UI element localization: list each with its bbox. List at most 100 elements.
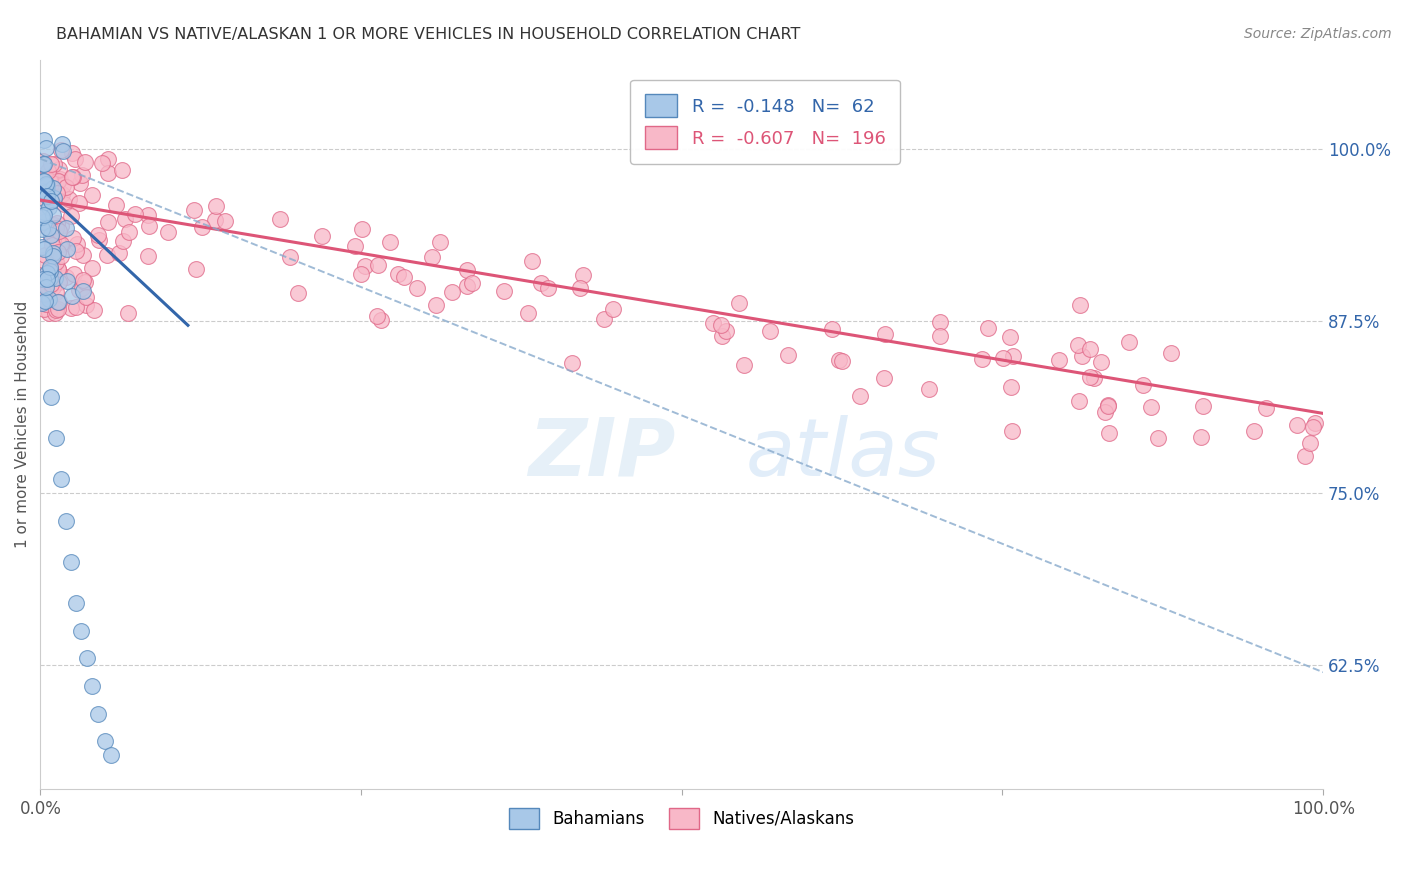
Point: [728, 296, 751, 310]
Point: [918, 382, 941, 396]
Point: [34, 200, 56, 214]
Point: [45, 220, 67, 235]
Point: [758, 324, 780, 338]
Point: [849, 389, 872, 403]
Point: [32, 210, 55, 224]
Point: [34, 174, 56, 188]
Point: [37, 184, 59, 198]
Point: [76, 651, 98, 665]
Point: [34, 215, 56, 229]
Point: [1302, 420, 1324, 434]
Point: [46, 244, 69, 259]
Point: [60, 146, 83, 161]
Point: [1191, 399, 1213, 413]
Point: [52, 178, 75, 192]
Point: [34, 219, 56, 233]
Point: [32, 252, 55, 267]
Point: [38, 306, 60, 320]
Point: [136, 249, 159, 263]
Point: [1047, 352, 1070, 367]
Point: [602, 301, 624, 316]
Point: [184, 262, 207, 277]
Point: [97, 166, 120, 180]
Point: [49, 237, 72, 252]
Point: [572, 268, 595, 283]
Point: [51, 249, 73, 263]
Point: [46, 262, 69, 277]
Point: [39, 279, 62, 293]
Point: [46, 269, 69, 284]
Point: [38, 264, 60, 278]
Point: [117, 305, 139, 319]
Point: [44, 271, 66, 285]
Point: [60, 289, 83, 303]
Point: [75, 298, 97, 312]
Point: [929, 328, 952, 343]
Point: [39, 227, 62, 242]
Point: [993, 351, 1015, 365]
Point: [530, 277, 553, 291]
Point: [1000, 380, 1022, 394]
Point: [69, 176, 91, 190]
Point: [37, 178, 59, 192]
Point: [32, 296, 55, 310]
Point: [873, 370, 896, 384]
Point: [405, 281, 427, 295]
Point: [34, 248, 56, 262]
Point: [1294, 449, 1316, 463]
Point: [387, 267, 409, 281]
Point: [1083, 370, 1105, 384]
Point: [1303, 416, 1326, 430]
Point: [998, 330, 1021, 344]
Point: [1132, 378, 1154, 392]
Point: [100, 747, 122, 762]
Point: [1069, 298, 1091, 312]
Point: [48, 295, 70, 310]
Point: [72, 273, 94, 287]
Point: [831, 353, 853, 368]
Point: [86, 227, 108, 242]
Point: [39, 390, 62, 404]
Point: [34, 301, 56, 316]
Point: [87, 706, 110, 721]
Point: [60, 555, 83, 569]
Point: [32, 285, 55, 300]
Point: [34, 294, 56, 309]
Point: [52, 144, 75, 158]
Point: [32, 242, 55, 256]
Point: [456, 263, 478, 277]
Point: [136, 208, 159, 222]
Point: [62, 231, 84, 245]
Point: [48, 262, 70, 277]
Point: [392, 269, 415, 284]
Point: [39, 221, 62, 235]
Point: [42, 208, 65, 222]
Point: [65, 596, 87, 610]
Point: [93, 734, 115, 748]
Point: [59, 301, 82, 316]
Point: [55, 220, 77, 235]
Point: [32, 271, 55, 285]
Point: [46, 302, 69, 317]
Point: [370, 313, 392, 327]
Point: [429, 235, 451, 250]
Point: [48, 224, 70, 238]
Point: [114, 212, 136, 227]
Point: [62, 169, 84, 184]
Point: [32, 157, 55, 171]
Point: [977, 321, 1000, 335]
Point: [124, 206, 146, 220]
Point: [65, 244, 87, 258]
Point: [70, 624, 93, 638]
Point: [59, 209, 82, 223]
Point: [42, 157, 65, 171]
Point: [53, 197, 76, 211]
Point: [1066, 338, 1088, 352]
Point: [72, 281, 94, 295]
Point: [1256, 401, 1278, 415]
Point: [37, 286, 59, 301]
Point: [38, 292, 60, 306]
Point: [1070, 349, 1092, 363]
Point: [51, 136, 73, 151]
Point: [70, 168, 93, 182]
